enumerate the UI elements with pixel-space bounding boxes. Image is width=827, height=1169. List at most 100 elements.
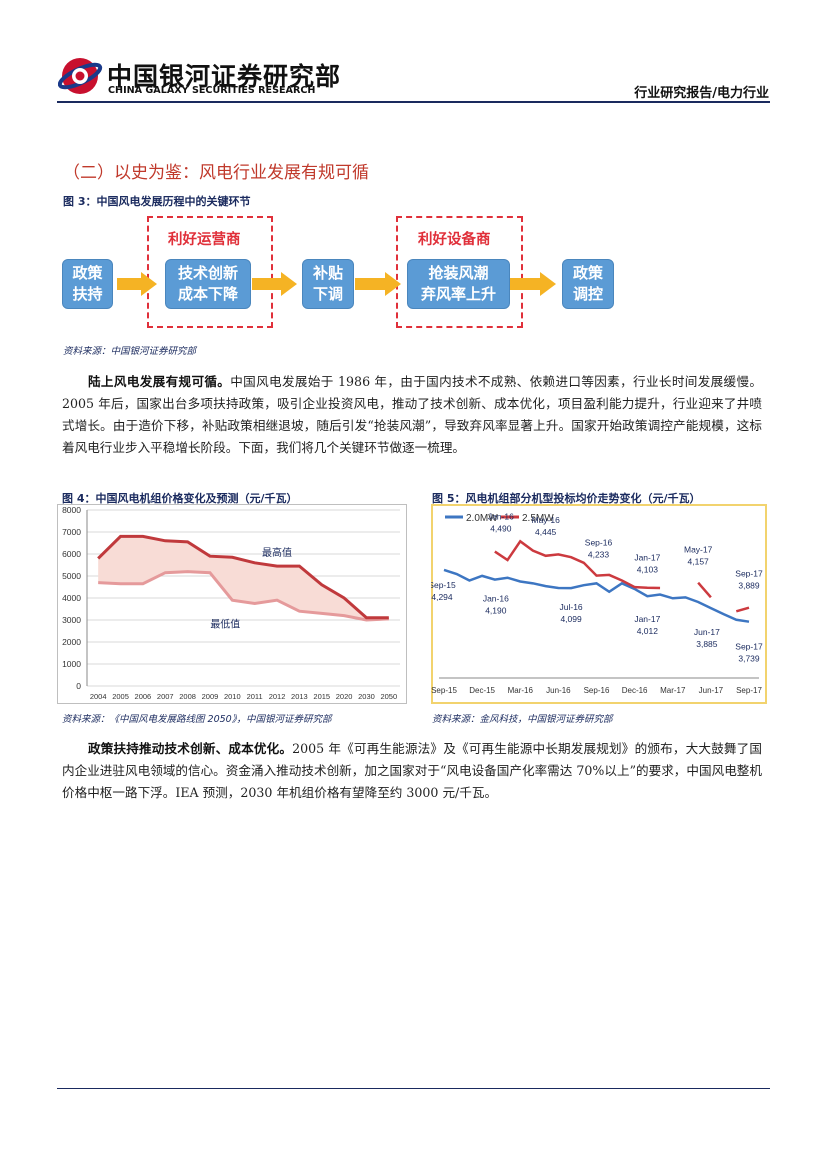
logo-english-name: CHINA GALAXY SECURITIES RESEARCH [108, 85, 316, 96]
flow-step-line: 补贴 [312, 264, 343, 282]
figure5-title: 图 5：风电机组部分机型投标均价走势变化（元/千瓦） [432, 492, 701, 505]
x-tick-label: 2050 [380, 692, 397, 701]
annotation-date: Sep-15 [431, 580, 456, 590]
highlight-equipment-label: 利好设备商 [418, 232, 491, 248]
annotation-value: 4,490 [490, 524, 512, 534]
chart-frame [431, 504, 767, 704]
x-tick-label: 2007 [157, 692, 174, 701]
paragraph-lead: 政策扶持推动技术创新、成本优化。 [88, 741, 293, 756]
x-tick-label: 2006 [135, 692, 152, 701]
annotation-value: 3,885 [696, 639, 718, 649]
x-tick-label: 2004 [90, 692, 107, 701]
x-tick-label: Sep-17 [736, 686, 762, 695]
y-tick-label: 7000 [62, 527, 81, 537]
annotation-date: Sep-17 [735, 642, 763, 652]
x-tick-label: Sep-16 [584, 686, 610, 695]
series-line-min [98, 570, 389, 622]
flow-arrow-2 [252, 272, 297, 296]
y-tick-label: 4000 [62, 593, 81, 603]
annotation-value: 4,445 [535, 527, 557, 537]
annotation-value: 4,294 [431, 592, 453, 602]
annotation-value: 4,099 [560, 614, 582, 624]
x-tick-label: 2010 [224, 692, 241, 701]
series-line-25mw [697, 581, 712, 599]
price-forecast-chart: 0 1000 2000 3000 4000 5000 6000 7000 8000 2004 200… [57, 504, 407, 704]
x-tick-label: 2013 [291, 692, 308, 701]
annotation-date: Jan-16 [488, 512, 514, 522]
flow-arrow-4 [510, 272, 556, 296]
paragraph-body: 2005 年《可再生能源法》及《可再生能源中长期发展规划》的颁布，大大鼓舞了国内… [62, 741, 762, 800]
paragraph-onshore-wind: 陆上风电发展有规可循。中国风电发展始于 1986 年，由于国内技术不成熟、依赖进… [62, 371, 762, 459]
x-tick-label: Jun-17 [699, 686, 724, 695]
x-tick-label: 2005 [112, 692, 129, 701]
annotation-date: Sep-16 [585, 538, 613, 548]
x-tick-label: 2030 [358, 692, 375, 701]
series-label-max: 最高值 [262, 546, 292, 559]
annotation-date: May-16 [531, 515, 560, 525]
x-tick-label: Dec-15 [469, 686, 495, 695]
flow-step-line: 弃风率上升 [420, 285, 496, 303]
y-tick-label: 0 [76, 681, 81, 691]
flow-arrow-3 [355, 272, 401, 296]
annotation-value: 3,739 [738, 654, 760, 664]
figure4-title: 图 4：中国风电机组价格变化及预测（元/千瓦） [62, 492, 298, 505]
y-tick-label: 2000 [62, 637, 81, 647]
chart-frame [57, 504, 407, 704]
y-tick-label: 8000 [62, 505, 81, 515]
figure5-source: 资料来源：金风科技，中国银河证券研究部 [432, 714, 613, 725]
x-tick-label: 2015 [313, 692, 330, 701]
flow-step-line: 调控 [572, 285, 603, 303]
series-line-25mw [494, 539, 661, 590]
paragraph-policy-support: 政策扶持推动技术创新、成本优化。2005 年《可再生能源法》及《可再生能源中长期… [62, 738, 762, 804]
annotation-value: 4,190 [485, 606, 507, 616]
figure3-title: 图 3：中国风电发展历程中的关键环节 [63, 195, 251, 208]
header-divider [57, 101, 770, 103]
figure4-source: 资料来源：《中国风电发展路线图 2050》，中国银河证券研究部 [62, 714, 332, 725]
paragraph-body: 中国风电发展始于 1986 年，由于国内技术不成熟、依赖进口等因素，行业长时间发… [62, 374, 763, 455]
highlight-equipment-box [396, 216, 523, 328]
x-tick-label: Jun-16 [546, 686, 571, 695]
flow-step-policy-control: 政策 调控 [562, 259, 614, 309]
flow-step-subsidy-cut: 补贴 下调 [302, 259, 354, 309]
galaxy-logo-icon [58, 58, 103, 94]
x-tick-label: Sep-15 [431, 686, 457, 695]
annotation-date: Jan-17 [634, 553, 660, 563]
logo-chinese-name: 中国银河证券研究部 [107, 62, 342, 91]
series-line-max [97, 534, 389, 620]
flow-step-line: 扶持 [72, 285, 103, 303]
annotation-value: 4,157 [688, 557, 710, 567]
x-tick-label: Mar-17 [660, 686, 686, 695]
x-tick-label: 2020 [336, 692, 353, 701]
flow-step-line: 技术创新 [177, 264, 238, 282]
x-tick-label: 2008 [179, 692, 196, 701]
x-tick-label: 2011 [247, 692, 263, 701]
flow-step-line: 政策 [572, 264, 603, 282]
annotation-value: 4,012 [637, 626, 659, 636]
highlight-operators-label: 利好运营商 [168, 232, 241, 248]
annotation-value: 4,233 [588, 550, 610, 560]
y-tick-label: 3000 [62, 615, 81, 625]
annotation-date: Jun-17 [694, 627, 720, 637]
x-tick-label: Mar-16 [508, 686, 534, 695]
section-title: （二）以史为鉴：风电行业发展有规可循 [63, 163, 369, 183]
flow-step-line: 下调 [312, 285, 343, 303]
y-tick-label: 5000 [62, 571, 81, 581]
report-type: 行业研究报告/电力行业 [634, 86, 769, 101]
series-line-2mw [443, 568, 750, 623]
bid-price-trend-chart: Sep-15 Dec-15 Mar-16 Jun-16 Sep-16 Dec-16 Mar-… [431, 504, 767, 704]
annotation-date: Jan-17 [634, 614, 660, 624]
flow-step-line: 政策 [72, 264, 103, 282]
series-line-25mw [735, 606, 750, 613]
annotation-date: Sep-17 [735, 569, 763, 579]
flow-step-line: 抢装风潮 [428, 264, 489, 282]
flow-step-policy-support: 政策 扶持 [62, 259, 113, 309]
x-tick-label: 2009 [202, 692, 219, 701]
flow-step-rush-install: 抢装风潮 弃风率上升 [407, 259, 510, 309]
x-tick-label: 2012 [269, 692, 286, 701]
flow-step-tech-innovation: 技术创新 成本下降 [165, 259, 251, 309]
paragraph-lead: 陆上风电发展有规可循。 [88, 374, 231, 389]
highlight-operators-box [147, 216, 273, 328]
series-label-min: 最低值 [210, 618, 240, 631]
annotation-date: Jul-16 [560, 602, 583, 612]
y-tick-label: 6000 [62, 549, 81, 559]
